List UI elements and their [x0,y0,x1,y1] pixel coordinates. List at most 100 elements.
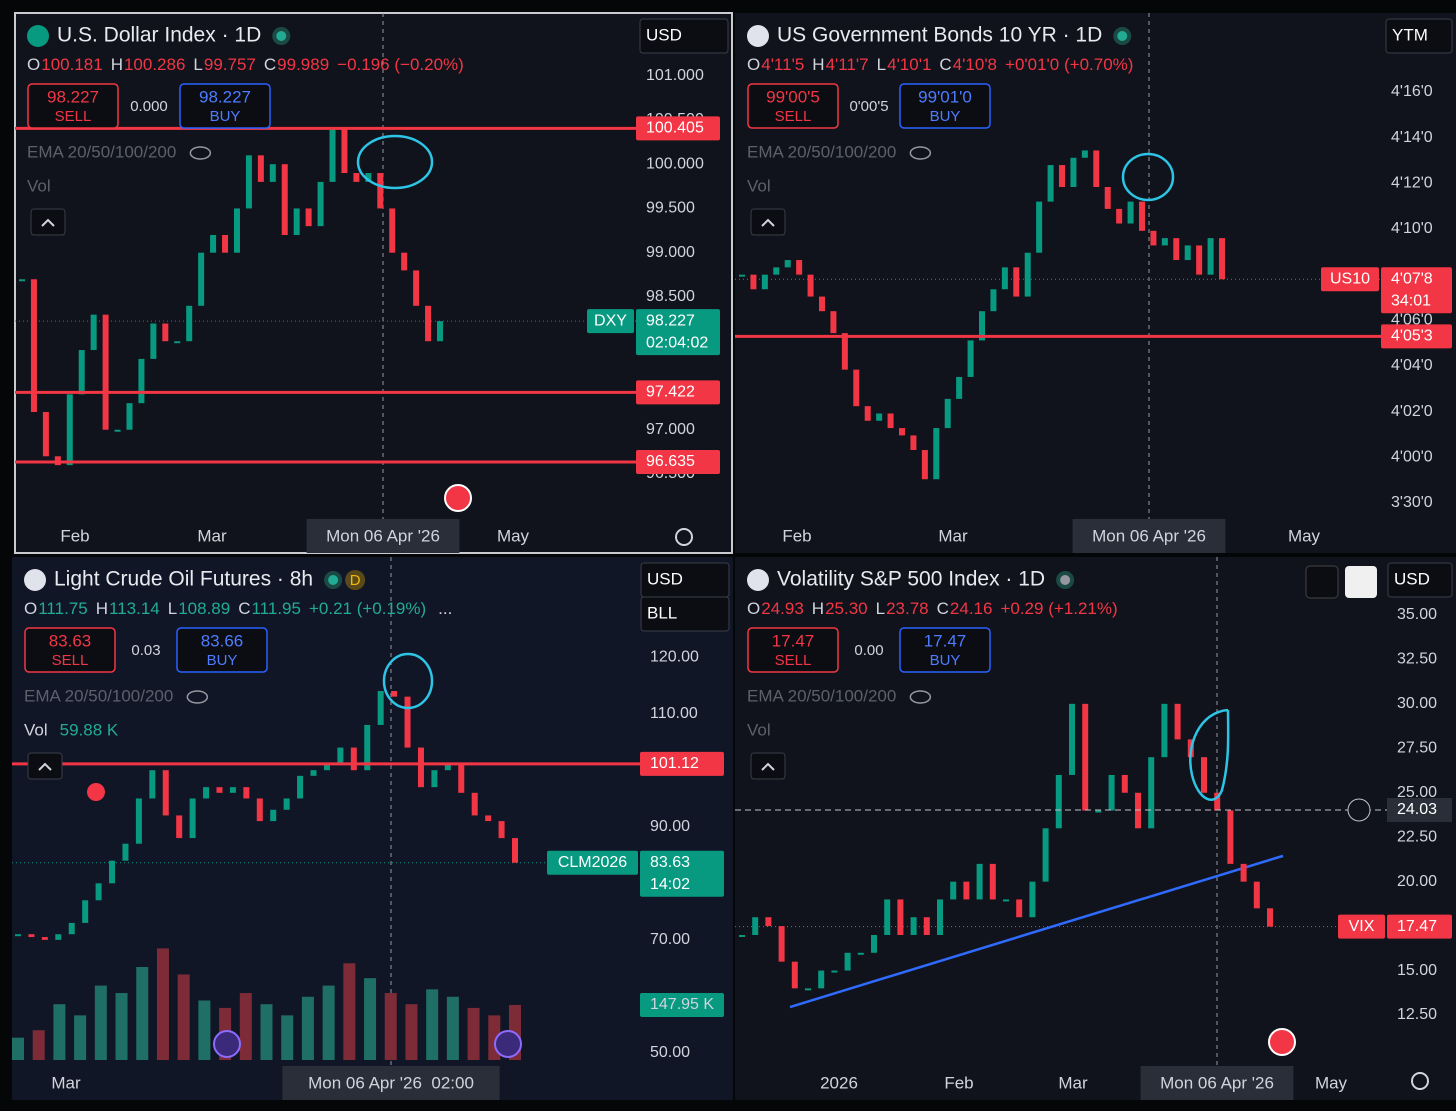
collapse-button[interactable] [30,208,66,236]
candle [1207,238,1214,275]
candle [1093,150,1100,187]
eye-icon[interactable] [909,146,932,160]
buy-button[interactable] [899,627,991,673]
candle [350,747,357,771]
status-dot-core [1060,575,1071,585]
level-tag [636,450,720,475]
volume-bar [198,1000,211,1060]
buy-price: 83.66 [201,631,244,650]
candle [897,899,904,935]
eye-icon[interactable] [189,146,212,160]
x-tick-label: May [497,526,530,545]
buy-label: BUY [930,652,961,669]
ohlc-key: H [812,55,824,74]
settings-icon[interactable] [1411,1072,1429,1090]
symbol-label: DXY [594,312,627,329]
unit-select[interactable] [639,18,729,54]
add-button[interactable] [1347,798,1371,822]
flag-icon[interactable] [444,484,472,512]
flag-icon[interactable] [1268,1028,1296,1056]
candle [752,917,759,935]
sell-button[interactable] [27,83,119,129]
collapse-button[interactable] [750,208,786,236]
unit-select[interactable] [1385,18,1453,54]
candle [1267,908,1273,927]
candle [30,279,37,413]
sell-price: 98.227 [47,87,99,106]
circle-note [1121,152,1175,202]
vol-label: Vol [27,176,51,195]
candle [923,917,930,935]
collapse-button[interactable] [27,752,63,780]
x-tick-label: 2026 [820,1073,858,1092]
candle [1135,792,1141,829]
candle [976,863,983,900]
countdown: 02:04:02 [646,334,708,351]
panel-bg[interactable] [14,12,733,554]
trendline [789,854,1284,1009]
candle [95,883,102,901]
candle [150,323,157,359]
eye-icon[interactable] [909,690,932,704]
alarm-icon[interactable] [87,783,105,801]
event-icon[interactable] [494,1030,522,1058]
x-tick-label: Mon 06 Apr '26 [326,526,440,545]
y-tick-label: 20.00 [1397,873,1437,890]
symbol-icon [27,25,49,47]
candle [1081,150,1088,158]
candle [210,234,217,253]
sell-button[interactable] [747,83,839,129]
ohlc-key: C [264,55,276,74]
symbol-icon [747,569,769,591]
candle [887,413,894,429]
y-tick-label: 4'16'0 [1391,83,1433,100]
candle [1116,208,1123,224]
candle [1047,165,1054,202]
x-tick-label: Mar [197,526,227,545]
candle [778,926,785,962]
candle [805,988,811,991]
candle [937,899,943,935]
buy-button[interactable] [899,83,991,129]
y-tick-label: 32.50 [1397,651,1437,668]
panel-bg[interactable] [735,557,1456,1100]
ema-label: EMA 20/50/100/200 [27,142,176,161]
candle [323,764,330,771]
volume-bar [260,1004,273,1060]
candle [871,934,877,953]
symbol-icon [24,569,46,591]
ohlc-key: O [747,599,760,618]
circle-note [356,134,434,190]
crosshair-date-tag [282,1066,500,1100]
candle [413,270,420,306]
ohlc-value: 4'11'5 [761,55,804,74]
candle [109,860,116,884]
ohlc-value: 100.181 [41,55,102,74]
volume-tag [640,992,724,1017]
ohlc-key: C [937,599,949,618]
candle [1161,238,1168,246]
layout-button[interactable] [1345,566,1377,598]
settings-icon[interactable] [675,528,693,546]
eye-icon[interactable] [186,690,209,704]
unit-select[interactable] [1387,562,1453,598]
candle [989,863,996,900]
event-icon[interactable] [213,1030,241,1058]
collapse-button[interactable] [750,752,786,780]
unit-select[interactable] [640,596,730,632]
y-tick-label: 4'00'0 [1391,449,1433,466]
x-tick-label: May [1288,526,1321,545]
sell-button[interactable] [24,627,116,673]
ohlc-key: O [24,599,37,618]
candle [950,881,957,900]
symbol-tag [1338,914,1385,939]
candle [317,181,324,227]
candle [365,173,372,182]
scroll-button[interactable] [1305,565,1339,599]
buy-button[interactable] [179,83,271,129]
buy-button[interactable] [176,627,268,673]
ema-label: EMA 20/50/100/200 [747,142,896,161]
volume-bar [239,993,252,1060]
ema-label: EMA 20/50/100/200 [24,686,173,705]
sell-button[interactable] [747,627,839,673]
